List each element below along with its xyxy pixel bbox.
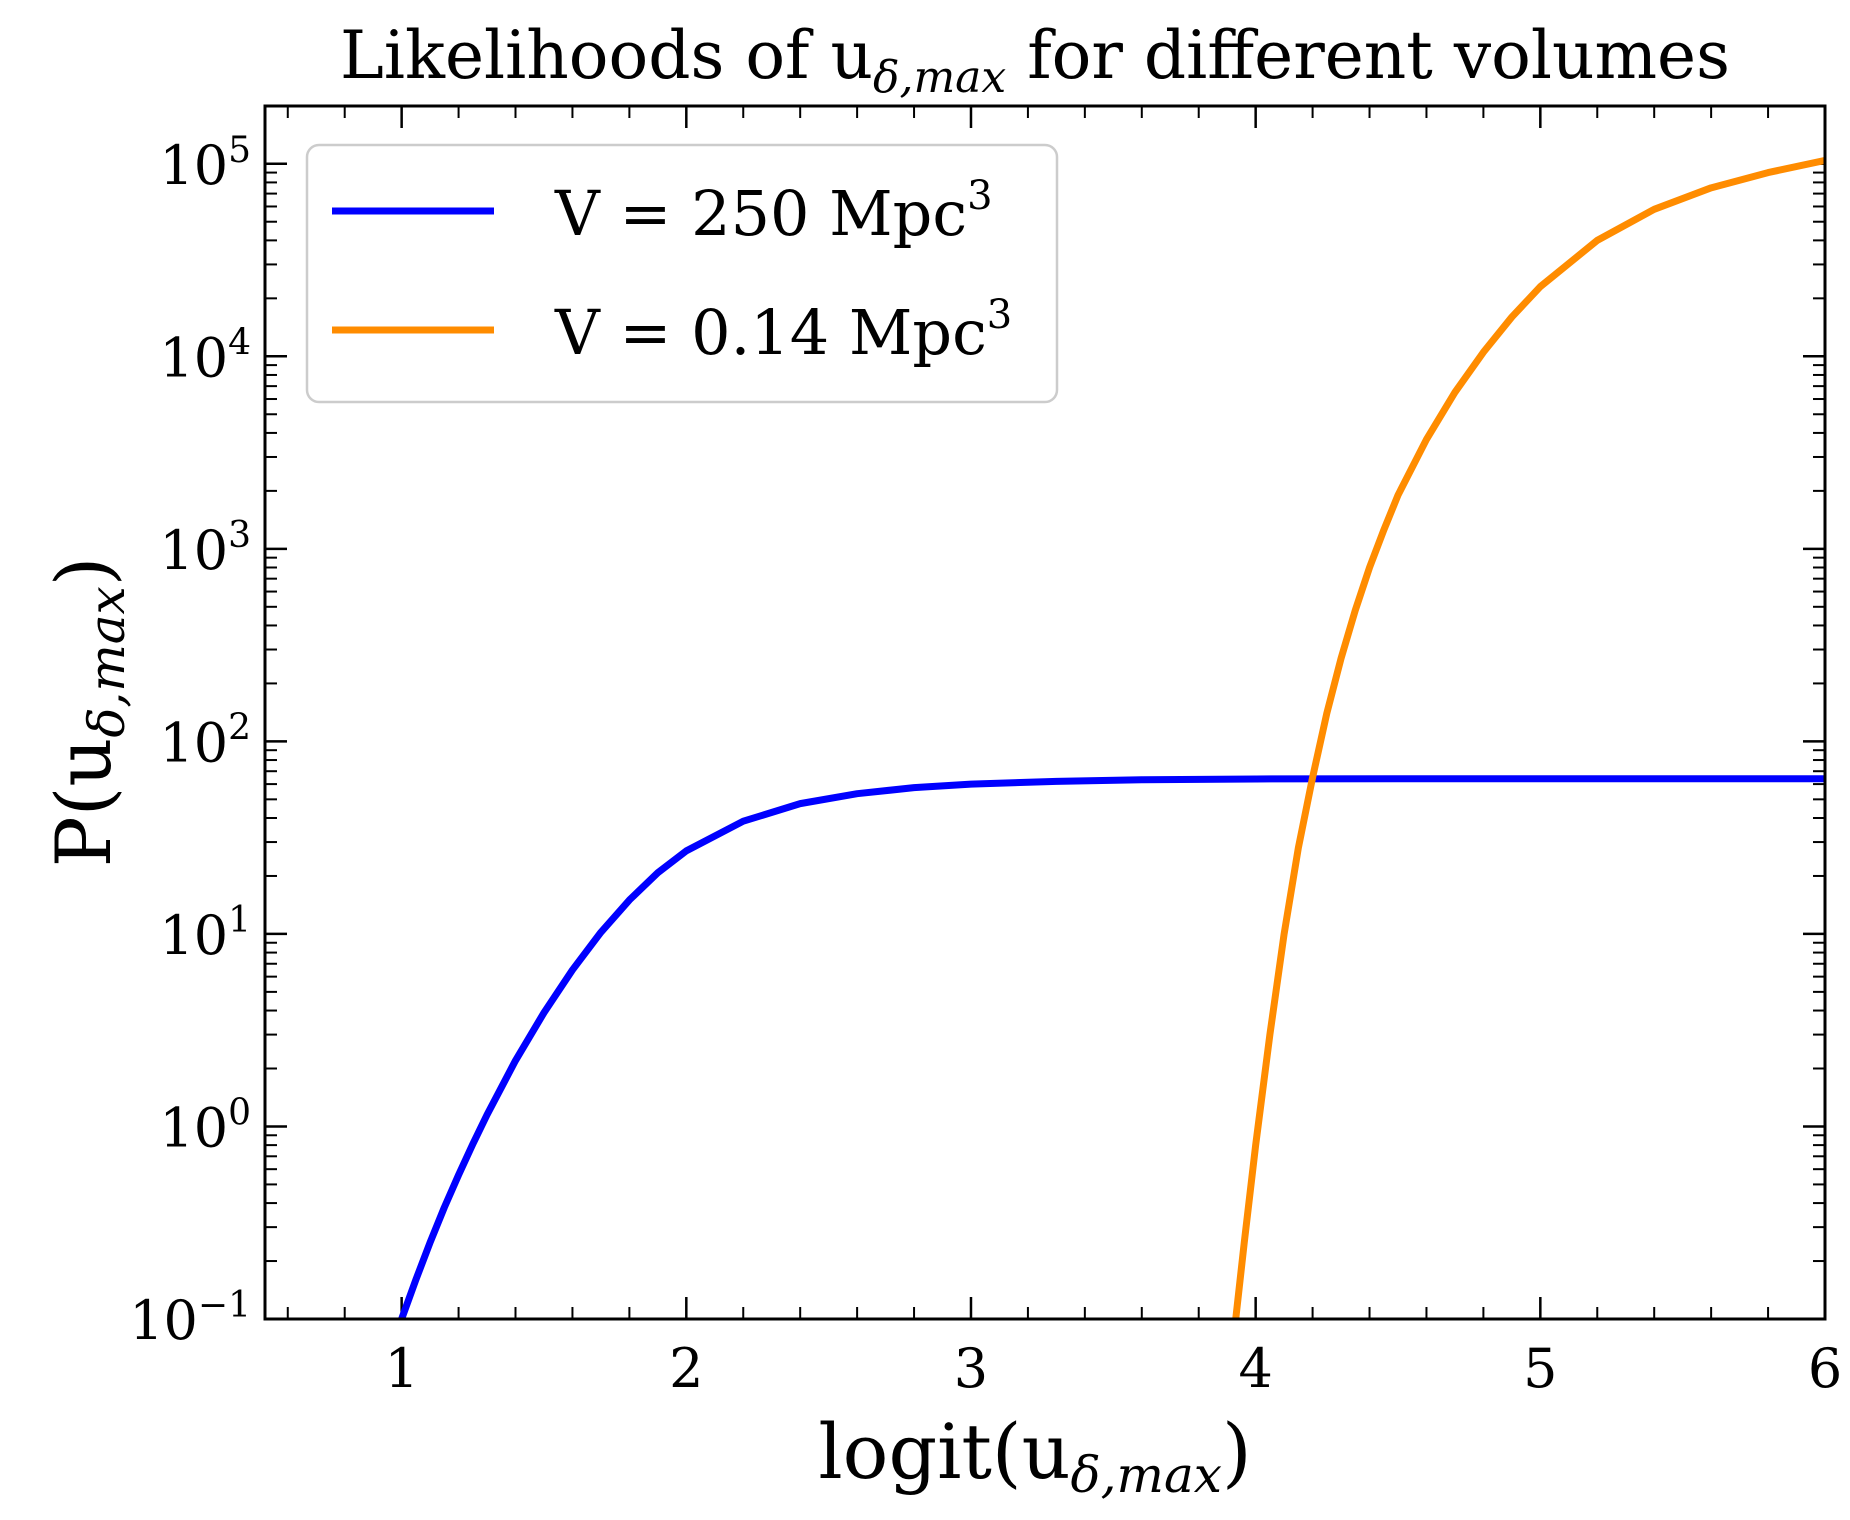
- y-tick-label: 102: [159, 707, 251, 774]
- series-line-1: [398, 775, 1825, 1319]
- y-tick-label: 103: [159, 515, 251, 582]
- chart-title-main: Likelihoods of u: [340, 17, 873, 94]
- y-tick-label-base: 10: [129, 1289, 198, 1352]
- y-tick-label-base: 10: [159, 326, 228, 389]
- x-axis-label-close: ): [1222, 1407, 1252, 1496]
- y-tick-label-base: 10: [159, 711, 228, 774]
- y-tick-label-base: 10: [159, 904, 228, 967]
- x-axis-label-subscript: δ,max: [1071, 1446, 1222, 1504]
- y-tick-label-base: 10: [159, 519, 228, 582]
- plot-frame: [263, 104, 1827, 1321]
- y-tick-label: 105: [159, 130, 251, 197]
- series-layer: [398, 157, 1825, 1319]
- chart-title-subscript: δ,max: [873, 52, 1006, 103]
- legend-label-series-2-sup: 3: [987, 292, 1012, 338]
- legend-label-series-2-main: V = 0.14 Mpc: [554, 296, 987, 369]
- y-tick-label-base: 10: [159, 1096, 228, 1159]
- x-tick-label-layer: 1 2 3 4 5 6: [384, 1337, 1842, 1400]
- x-tick-label: 1: [384, 1337, 418, 1400]
- x-tick-label: 4: [1238, 1337, 1272, 1400]
- y-axis-label-subscript: δ,max: [78, 586, 136, 737]
- y-tick-label-exponent: −1: [198, 1285, 251, 1326]
- x-axis-label: logit(uδ,max): [818, 1407, 1251, 1504]
- y-tick-label: 101: [159, 900, 251, 967]
- y-tick-label-exponent: 1: [228, 900, 251, 941]
- y-axis-label-close: ): [39, 557, 128, 587]
- y-tick-label-exponent: 3: [228, 515, 251, 556]
- y-tick-label: 10−1: [129, 1285, 251, 1352]
- x-tick-label: 3: [954, 1337, 988, 1400]
- legend: V = 250 Mpc3 V = 0.14 Mpc3: [305, 143, 1059, 404]
- chart-title: Likelihoods of uδ,max for different volu…: [340, 17, 1730, 103]
- legend-label-series-1-main: V = 250 Mpc: [554, 177, 967, 250]
- y-axis-label-main: P(u: [39, 738, 128, 868]
- legend-label-series-1: V = 250 Mpc3: [554, 173, 993, 250]
- y-axis-label: P(uδ,max): [39, 557, 136, 868]
- y-tick-label-base: 10: [159, 134, 228, 197]
- legend-label-series-1-sup: 3: [967, 173, 992, 219]
- y-tick-label-exponent: 2: [228, 707, 251, 748]
- y-tick-label: 100: [159, 1092, 251, 1159]
- y-tick-label: 104: [159, 322, 251, 389]
- y-tick-label-exponent: 4: [228, 322, 251, 363]
- y-tick-label-exponent: 0: [228, 1092, 251, 1133]
- x-axis-label-main: logit(u: [818, 1407, 1070, 1496]
- y-tick-label-exponent: 5: [228, 130, 251, 171]
- chart-title-rest: for different volumes: [1006, 17, 1730, 94]
- tick-layer: [265, 106, 1827, 1321]
- x-tick-label: 5: [1523, 1337, 1557, 1400]
- legend-box: [305, 143, 1059, 404]
- legend-label-series-2: V = 0.14 Mpc3: [554, 292, 1012, 369]
- series-line-2: [1232, 157, 1825, 1319]
- x-tick-label: 6: [1808, 1337, 1842, 1400]
- x-tick-label: 2: [669, 1337, 703, 1400]
